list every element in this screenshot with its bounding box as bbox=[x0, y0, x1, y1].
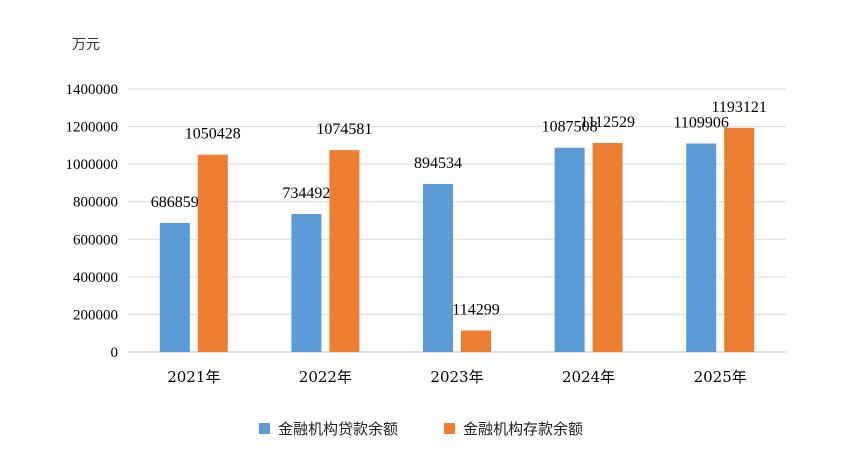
bar-deposits bbox=[329, 150, 360, 352]
x-axis-ticks: 2021年 2022年 2023年 2024年 2025年 bbox=[167, 368, 747, 386]
y-tick-label: 1000000 bbox=[66, 157, 119, 173]
x-tick-label: 2022年 bbox=[299, 368, 352, 386]
bar-loans bbox=[291, 214, 322, 352]
bar-loans bbox=[554, 147, 585, 352]
data-label-loans: 894534 bbox=[414, 155, 462, 172]
bar-deposits bbox=[724, 127, 755, 352]
data-label-deposits: 1112529 bbox=[580, 114, 635, 131]
y-tick-label: 400000 bbox=[73, 270, 118, 286]
y-axis-unit-label: 万元 bbox=[72, 37, 100, 53]
x-tick-label: 2024年 bbox=[562, 368, 615, 386]
legend: 金融机构贷款余额 金融机构存款余额 bbox=[0, 418, 842, 439]
legend-item-deposits: 金融机构存款余额 bbox=[444, 418, 583, 439]
data-label-loans: 734492 bbox=[282, 185, 330, 202]
bar-loans bbox=[159, 222, 190, 352]
y-tick-label: 600000 bbox=[73, 232, 118, 248]
bar-chart: 0 200000 400000 600000 800000 1000000 1200000 1… bbox=[66, 82, 786, 386]
y-tick-label: 0 bbox=[111, 345, 119, 361]
data-label-loans: 1109906 bbox=[673, 114, 728, 131]
legend-label-deposits: 金融机构存款余额 bbox=[463, 420, 584, 438]
y-tick-label: 200000 bbox=[73, 307, 118, 323]
x-tick-label: 2023年 bbox=[430, 368, 483, 386]
data-label-deposits: 1193121 bbox=[711, 99, 766, 116]
legend-swatch-loans bbox=[258, 423, 270, 434]
data-label-loans: 1087508 bbox=[542, 119, 598, 136]
y-tick-label: 1400000 bbox=[66, 82, 119, 98]
data-label-loans: 686859 bbox=[151, 194, 199, 211]
gridlines bbox=[128, 88, 786, 353]
bar-deposits bbox=[592, 143, 623, 352]
y-axis-ticks: 0 200000 400000 600000 800000 1000000 1200000 1… bbox=[66, 82, 119, 361]
data-label-deposits: 1074581 bbox=[316, 121, 372, 138]
y-tick-label: 1200000 bbox=[66, 120, 119, 136]
bar-loans bbox=[423, 183, 453, 352]
legend-swatch-deposits bbox=[444, 423, 455, 434]
data-label-deposits: 1050428 bbox=[185, 126, 241, 143]
bar-deposits bbox=[197, 154, 228, 352]
bar-loans bbox=[686, 143, 717, 352]
data-label-deposits: 114299 bbox=[452, 302, 499, 319]
bar-deposits bbox=[461, 330, 491, 352]
legend-item-loans: 金融机构贷款余额 bbox=[258, 418, 398, 439]
y-tick-label: 800000 bbox=[73, 195, 118, 211]
x-tick-label: 2025年 bbox=[694, 368, 747, 386]
x-tick-label: 2021年 bbox=[167, 368, 220, 386]
legend-label-loans: 金融机构贷款余额 bbox=[277, 420, 398, 438]
bars: 686859 1050428 734492 1074581 894534 114299 10… bbox=[151, 99, 767, 352]
